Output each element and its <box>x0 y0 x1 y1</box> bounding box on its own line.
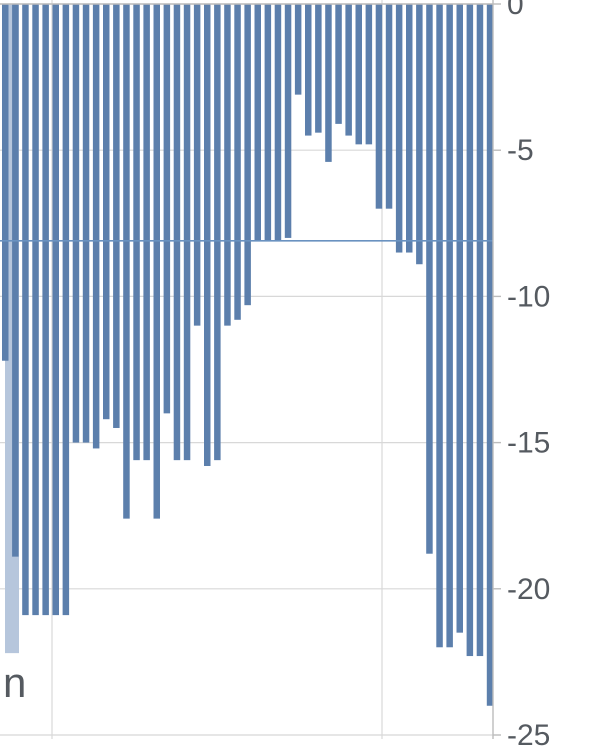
y-tick-label: -25 <box>507 719 550 752</box>
y-tick-label: 0 <box>507 0 524 21</box>
bar <box>436 4 443 647</box>
bar <box>174 4 181 460</box>
bar <box>32 4 39 615</box>
bar <box>477 4 484 656</box>
bar <box>12 4 19 557</box>
bar <box>143 4 150 460</box>
bar <box>446 4 453 647</box>
bar <box>356 4 363 144</box>
bar <box>366 4 373 144</box>
bar <box>133 4 140 460</box>
bar <box>376 4 383 209</box>
bar <box>214 4 221 460</box>
bar <box>83 4 90 443</box>
y-tick-label: -20 <box>507 573 550 606</box>
bar <box>285 4 292 238</box>
y-tick-label: -10 <box>507 280 550 313</box>
bar <box>73 4 80 443</box>
axis-label-fragment: n <box>3 659 26 706</box>
bar <box>295 4 302 95</box>
bar <box>396 4 403 253</box>
bar <box>63 4 70 615</box>
bar <box>234 4 241 320</box>
bar <box>184 4 191 460</box>
bar <box>406 4 413 253</box>
bar <box>315 4 322 133</box>
bar <box>123 4 130 519</box>
bar <box>42 4 49 615</box>
bar <box>255 4 262 241</box>
y-tick-label: -5 <box>507 134 534 167</box>
bar <box>335 4 342 124</box>
y-tick-label: -15 <box>507 427 550 460</box>
bar <box>416 4 423 264</box>
bar-chart: 0 -5 -10 -15 -20 -25 n <box>0 0 590 756</box>
bar <box>305 4 312 136</box>
bar <box>244 4 251 305</box>
bar <box>224 4 231 326</box>
bar <box>103 4 110 419</box>
bar <box>275 4 282 241</box>
bar <box>386 4 393 209</box>
bar <box>113 4 120 428</box>
bar <box>426 4 433 554</box>
bar <box>22 4 29 615</box>
bar <box>53 4 60 615</box>
bar <box>325 4 332 162</box>
bar <box>2 4 9 361</box>
bar <box>265 4 272 241</box>
bar <box>164 4 171 413</box>
bar <box>154 4 161 519</box>
bar <box>93 4 100 448</box>
bar <box>345 4 352 136</box>
bar <box>467 4 474 656</box>
bar <box>204 4 211 466</box>
bar <box>457 4 464 633</box>
bar <box>194 4 201 326</box>
